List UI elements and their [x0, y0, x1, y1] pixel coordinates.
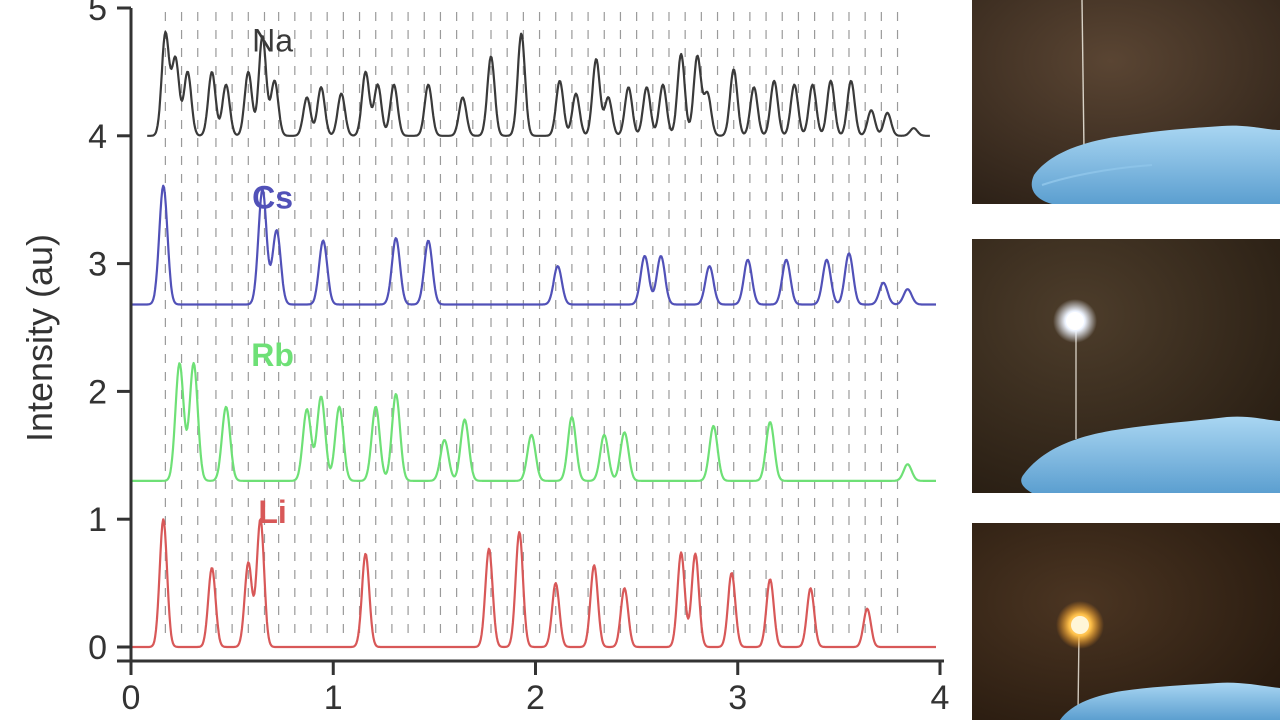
series-line-li — [130, 518, 937, 649]
y-tick-label: 5 — [88, 0, 107, 28]
filament-photo-yellow-glow — [972, 523, 1280, 720]
reference-lines — [164, 12, 899, 640]
y-tick-label: 1 — [88, 501, 107, 539]
series-line-cs — [130, 184, 937, 306]
series-line-na — [146, 30, 931, 137]
x-tick-label: 3 — [728, 679, 747, 717]
x-tick-label: 1 — [324, 679, 343, 717]
series-layer — [130, 30, 937, 649]
x-tick-label: 0 — [122, 679, 141, 717]
intensity-chart: 0 1 2 3 4 5 0 1 2 3 4 Intensity (au) Na Cs Rb Li — [19, 0, 949, 717]
y-tick-label: 0 — [88, 629, 107, 667]
series-label-cs: Cs — [252, 180, 293, 216]
x-tick-label: 4 — [931, 679, 950, 717]
y-axis-label: Intensity (au) — [19, 234, 60, 442]
y-tick-label: 3 — [88, 246, 107, 284]
filament-photo-unlit — [972, 0, 1280, 204]
y-tick-label: 4 — [88, 118, 107, 156]
series-labels: Na Cs Rb Li — [251, 22, 294, 530]
series-line-rb — [130, 361, 937, 482]
y-tick-label: 2 — [88, 373, 107, 411]
series-label-na: Na — [252, 22, 293, 58]
axes: 0 1 2 3 4 5 0 1 2 3 4 Intensity (au) — [19, 0, 949, 717]
series-label-rb: Rb — [251, 337, 294, 373]
x-tick-label: 2 — [526, 679, 545, 717]
series-label-li: Li — [258, 494, 286, 530]
filament-photo-white-glow — [972, 239, 1280, 493]
